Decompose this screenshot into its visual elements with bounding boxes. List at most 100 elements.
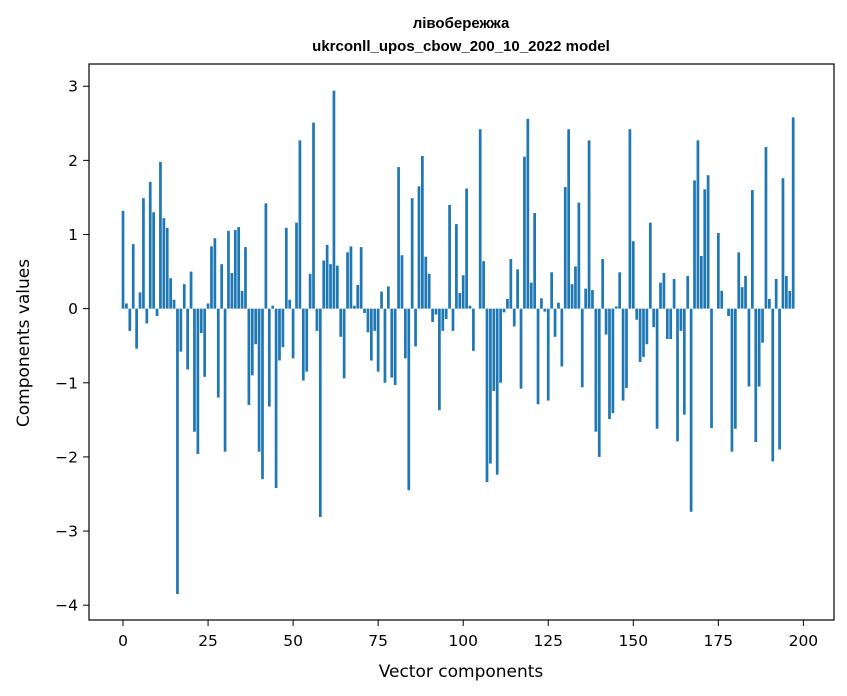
bar [288,299,292,309]
bar [492,308,496,391]
y-tick-label: −4 [55,597,78,615]
bar [788,290,792,309]
bar [121,210,125,309]
bar [601,258,605,309]
bar [580,308,584,388]
bar [533,213,536,309]
bar [220,264,224,309]
bar [210,246,213,309]
bar [410,198,414,309]
bar [363,308,366,314]
bar [509,258,513,309]
bar [427,273,431,309]
bar [380,291,383,309]
bar [295,222,298,309]
bar [199,308,203,334]
bar [594,308,598,432]
y-axis-label: Components values [14,259,34,427]
bar [764,147,768,309]
bar [523,156,526,309]
bar [278,308,281,361]
bar [791,117,795,309]
bar [546,308,550,401]
bar [693,180,696,309]
y-tick-label: 2 [68,152,78,170]
x-tick-label: 75 [368,632,388,650]
bar [390,308,394,378]
bar [785,276,788,309]
bar [271,305,275,309]
bar [621,308,625,401]
bar [383,308,387,383]
bar [577,202,581,309]
bar [563,187,567,309]
bar [281,308,285,348]
bar [458,293,462,309]
bar [574,266,577,309]
x-tick-label: 150 [618,632,648,650]
bar [652,308,656,328]
bar [655,308,659,429]
bar [441,308,445,331]
bar [193,308,196,432]
bar [550,272,554,309]
bar [710,308,713,428]
bar [247,308,251,406]
bar [329,264,332,309]
bar [512,308,516,327]
bar [369,308,373,361]
bar [318,308,322,517]
bar [393,308,397,385]
bar [223,308,227,452]
bar [608,308,611,420]
y-tick-label: −2 [55,448,78,466]
bar [754,308,758,443]
chart-title-line-1: лівобережжа [413,15,510,32]
bar [254,308,258,345]
bar [376,308,380,372]
bar [421,155,424,309]
bar [614,306,618,309]
bar [172,299,176,309]
bar [407,308,411,491]
bar [424,256,428,309]
bar [689,308,693,512]
bar [703,189,707,309]
bar [506,299,509,309]
bar [322,260,326,309]
bar [642,308,645,357]
bar [431,308,434,322]
bar [727,308,730,317]
bar [131,244,135,309]
bar [560,308,564,367]
bar [676,308,679,442]
bar [781,178,785,309]
bar [189,271,193,309]
bar [138,292,142,309]
bar [308,273,312,309]
bar [196,308,200,454]
y-axis-ticks: −4 −3 −2 −1 0 1 2 3 [55,78,89,615]
x-tick-label: 125 [533,632,563,650]
bar [230,273,234,309]
bar [645,308,649,345]
plot-frame [88,63,835,621]
bar [461,275,465,309]
bar [291,308,295,359]
bar [771,308,775,462]
bar [485,308,489,483]
bar [264,203,268,309]
bar [536,308,540,405]
bar [611,308,615,414]
bar [472,308,475,351]
bar [526,118,530,309]
bar [162,218,166,309]
bar [465,188,468,309]
bar [414,308,417,347]
bar [274,308,278,489]
bar [502,308,506,313]
bar [179,308,183,352]
bar [774,278,778,309]
bar [451,308,455,331]
